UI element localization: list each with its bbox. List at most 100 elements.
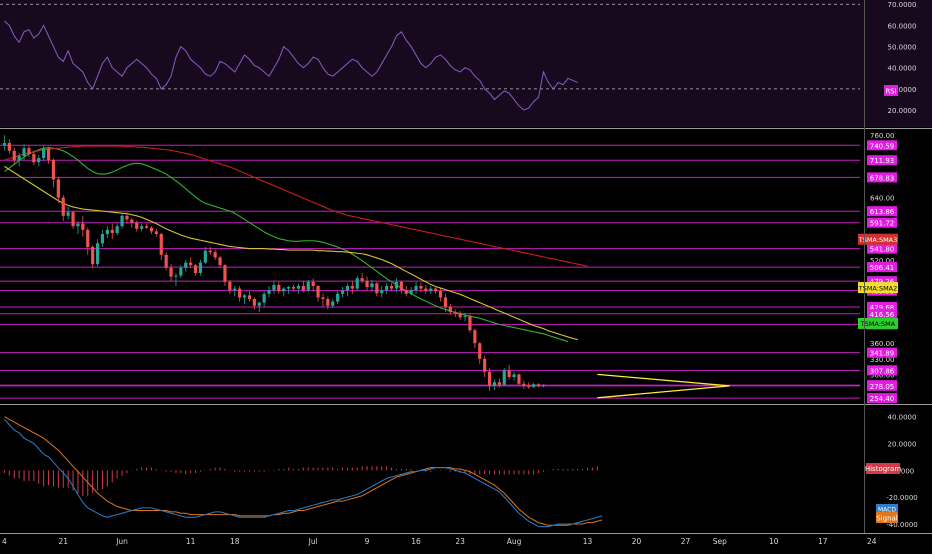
candle[interactable] [223,264,227,286]
candle[interactable] [42,145,46,162]
candle[interactable] [51,158,56,188]
candle[interactable] [169,264,173,281]
candle[interactable] [7,139,11,154]
candle[interactable] [2,135,7,151]
candle[interactable] [218,255,222,268]
sma-red-line[interactable] [4,145,588,267]
candle[interactable] [326,296,330,310]
candle[interactable] [438,288,443,302]
candle[interactable] [399,280,403,294]
candle[interactable] [291,284,296,292]
candle[interactable] [414,281,418,294]
candle[interactable] [198,260,203,276]
candle[interactable] [473,328,477,349]
candle[interactable] [95,239,100,267]
candle[interactable] [532,382,536,388]
candle[interactable] [277,281,281,294]
candle[interactable] [497,378,501,388]
candle[interactable] [135,220,139,232]
candle[interactable] [76,221,80,234]
candle[interactable] [487,368,492,392]
candle[interactable] [66,206,70,220]
candle[interactable] [443,293,448,312]
rsi-pane[interactable]: 70.0000 60.0000 50.0000 40.0000 30.0000 20.00… [0,1,916,115]
candle[interactable] [409,287,413,296]
candle[interactable] [512,371,516,381]
candle[interactable] [252,297,256,310]
candle[interactable] [541,384,546,388]
candle[interactable] [434,286,438,294]
candle[interactable] [164,252,168,271]
candle[interactable] [267,286,271,298]
candle[interactable] [468,314,472,333]
candle[interactable] [448,304,452,315]
candle[interactable] [140,223,144,232]
candle[interactable] [331,299,335,308]
candle[interactable] [336,291,340,305]
candle[interactable] [375,281,379,297]
candle[interactable] [154,228,158,237]
candle[interactable] [27,145,31,158]
candle[interactable] [502,368,506,386]
candle[interactable] [184,260,188,272]
candle[interactable] [282,287,286,297]
candle[interactable] [419,282,423,293]
signal-line[interactable] [4,416,603,526]
candle[interactable] [527,382,531,389]
candle[interactable] [370,279,374,292]
candle[interactable] [478,342,482,364]
candle[interactable] [46,146,51,164]
candle[interactable] [360,273,364,284]
candle[interactable] [272,280,276,294]
candle[interactable] [86,227,90,255]
candles[interactable] [2,135,546,392]
candle[interactable] [385,283,389,294]
candle[interactable] [22,144,26,161]
candle[interactable] [257,301,261,312]
candle[interactable] [262,291,266,307]
candle[interactable] [365,276,369,291]
candle[interactable] [130,218,134,228]
candle[interactable] [321,293,325,307]
price-pane[interactable]: 760.00640.00560.00520.00360.00330.00300.… [0,132,898,404]
candle[interactable] [355,275,359,292]
candle[interactable] [17,152,21,167]
candle[interactable] [208,247,212,255]
candle[interactable] [100,229,105,247]
candle[interactable] [228,279,232,294]
candle[interactable] [115,223,119,236]
candle[interactable] [380,286,384,298]
candle[interactable] [306,279,310,293]
candle[interactable] [463,313,467,322]
macd-line[interactable] [4,419,603,528]
candle[interactable] [105,226,109,239]
candle[interactable] [242,293,247,305]
candle[interactable] [458,310,462,320]
candle[interactable] [492,379,497,390]
pane-separators[interactable] [0,0,932,534]
candle[interactable] [149,226,154,234]
candle[interactable] [350,280,354,294]
sma-yellow-line[interactable] [4,165,578,341]
candle[interactable] [517,373,521,385]
candle[interactable] [453,309,457,318]
candle[interactable] [12,147,16,164]
candle[interactable] [424,284,428,294]
candle[interactable] [404,286,408,297]
candle[interactable] [345,283,350,297]
rsi-line[interactable] [4,20,578,111]
candle[interactable] [179,265,183,279]
candle[interactable] [174,273,178,286]
candle[interactable] [37,154,41,167]
candle[interactable] [193,264,198,276]
candle[interactable] [144,223,149,229]
candle[interactable] [56,176,60,203]
triangle-lower-line[interactable] [597,385,730,399]
candle[interactable] [340,287,345,298]
candle[interactable] [507,365,511,380]
candle[interactable] [301,280,305,293]
candle[interactable] [233,286,237,297]
candle[interactable] [247,291,252,302]
